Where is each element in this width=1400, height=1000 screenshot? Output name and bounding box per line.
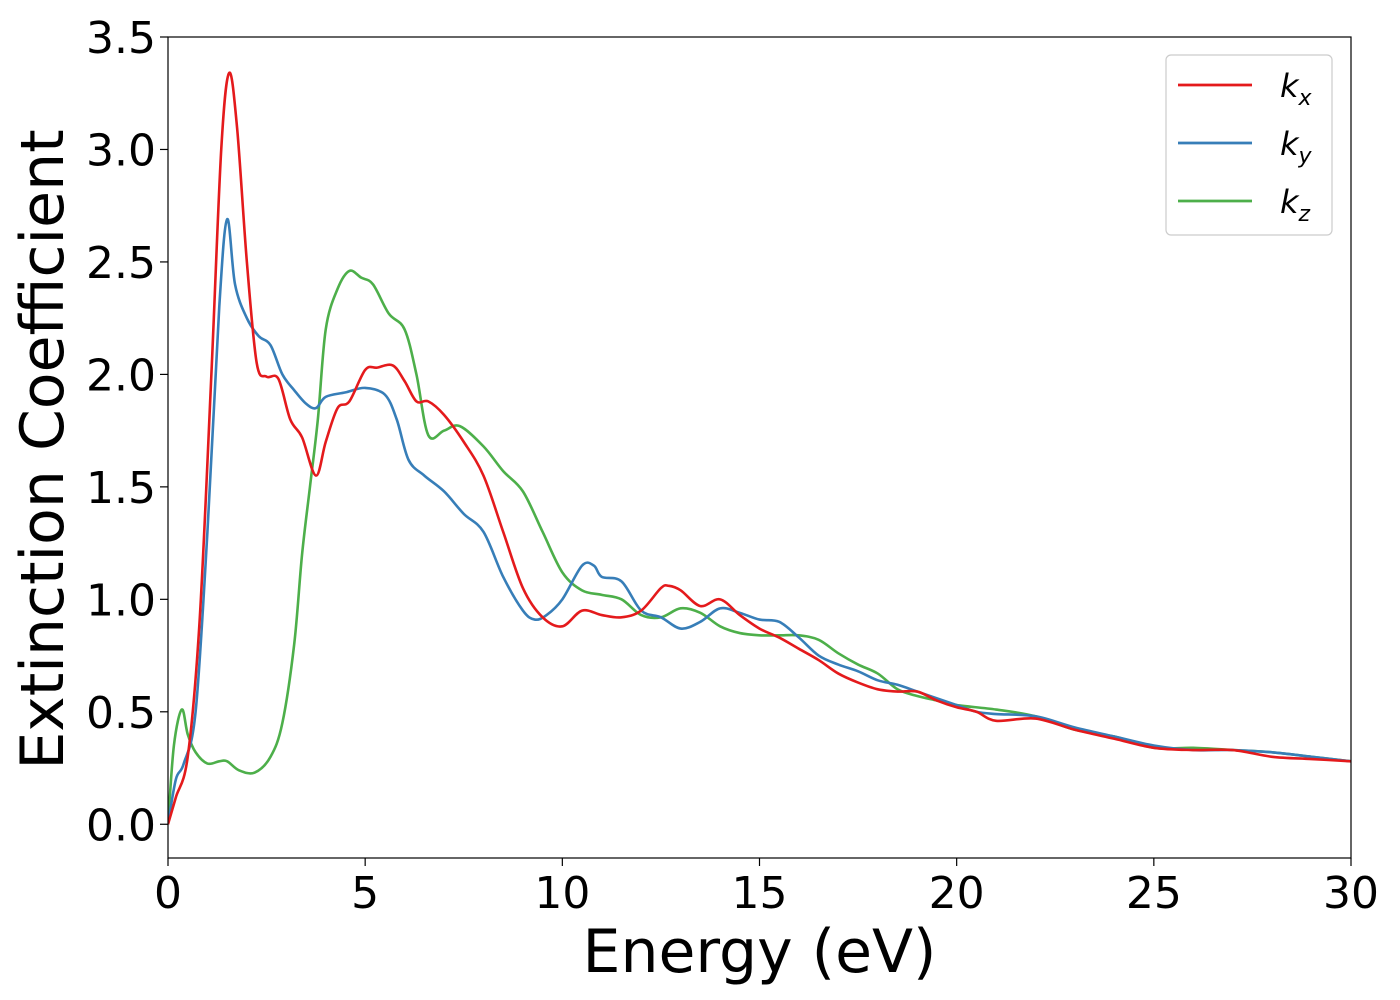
y-tick-label: 0.0: [86, 800, 156, 851]
series-line-kx: [168, 71, 1351, 825]
x-tick-label: 20: [929, 868, 985, 919]
y-tick-label: 1.0: [86, 575, 156, 626]
x-tick-label: 5: [351, 868, 379, 919]
y-tick-label: 3.0: [86, 125, 156, 176]
y-tick-label: 3.5: [86, 13, 156, 64]
x-tick-label: 25: [1126, 868, 1182, 919]
y-tick-label: 1.5: [86, 463, 156, 514]
y-axis-title: Extinction Coefficient: [8, 129, 78, 769]
series-line-ky: [168, 217, 1351, 825]
x-tick-label: 10: [534, 868, 590, 919]
series-line-kz: [168, 269, 1351, 825]
y-tick-label: 2.0: [86, 350, 156, 401]
x-axis-title: Energy (eV): [583, 917, 937, 987]
y-tick-label: 0.5: [86, 688, 156, 739]
series-layer: [168, 71, 1351, 825]
x-tick-label: 15: [732, 868, 788, 919]
y-axis: 0.0 0.5 1.0 1.5 2.0 2.5 3.0 3.5: [86, 13, 168, 851]
legend-box: [1165, 54, 1333, 236]
x-tick-label: 30: [1323, 868, 1379, 919]
x-tick-label: 0: [154, 868, 182, 919]
y-tick-label: 2.5: [86, 238, 156, 289]
x-axis: 0 5 10 15 20 25 30: [154, 858, 1379, 919]
